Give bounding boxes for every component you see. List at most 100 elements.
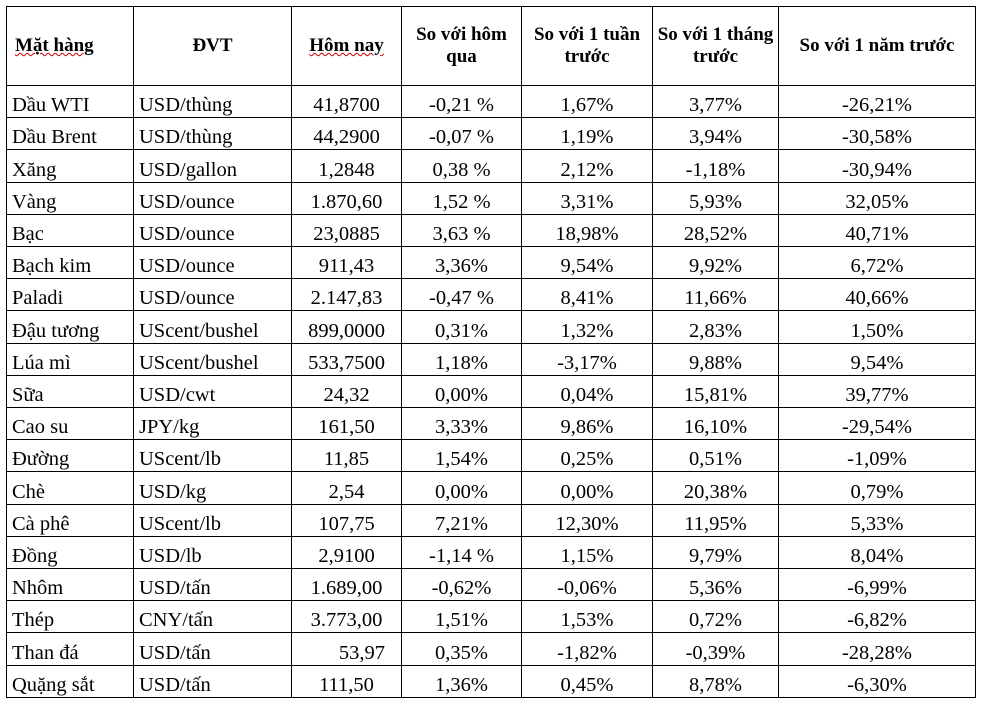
- header-vs-yesterday: So với hôm qua: [401, 6, 522, 86]
- header-vs-1-week: So với 1 tuần trước: [521, 6, 653, 86]
- vs-year-cell: -30,58%: [778, 117, 976, 151]
- table-row: Chè USD/kg 2,54 0,00% 0,00% 20,38% 0,79%: [6, 471, 976, 505]
- vs-month-cell: -1,18%: [652, 149, 779, 183]
- unit-cell: USD/thùng: [133, 84, 292, 119]
- vs-month-cell: 9,88%: [652, 342, 779, 376]
- vs-week-cell: 18,98%: [521, 213, 653, 248]
- vs-week-cell: -3,17%: [521, 342, 653, 376]
- commodity-cell: Vàng: [6, 181, 134, 215]
- vs-month-cell: 3,77%: [652, 84, 779, 119]
- vs-week-cell: 0,45%: [521, 664, 653, 699]
- vs-year-cell: 40,66%: [778, 278, 976, 312]
- unit-cell: USD/kg: [133, 471, 292, 505]
- vs-yesterday-cell: 0,35%: [401, 632, 522, 666]
- vs-year-cell: -28,28%: [778, 632, 976, 666]
- vs-yesterday-cell: 1,54%: [401, 439, 522, 473]
- vs-week-cell: -1,82%: [521, 632, 653, 666]
- unit-cell: USD/ounce: [133, 246, 292, 280]
- vs-yesterday-cell: 1,18%: [401, 342, 522, 376]
- vs-week-cell: 12,30%: [521, 503, 653, 537]
- commodity-cell: Bạc: [6, 213, 134, 248]
- commodity-cell: Đường: [6, 439, 134, 473]
- vs-year-cell: 40,71%: [778, 213, 976, 248]
- vs-yesterday-cell: -0,07 %: [401, 117, 522, 151]
- vs-week-cell: 1,19%: [521, 117, 653, 151]
- vs-yesterday-cell: 7,21%: [401, 503, 522, 537]
- vs-year-cell: -1,09%: [778, 439, 976, 473]
- commodity-cell: Than đá: [6, 632, 134, 666]
- today-cell: 1,2848: [291, 149, 402, 183]
- vs-yesterday-cell: 0,38 %: [401, 149, 522, 183]
- vs-year-cell: 0,79%: [778, 471, 976, 505]
- commodity-cell: Sữa: [6, 374, 134, 409]
- table-row: Lúa mì UScent/bushel 533,7500 1,18% -3,17% 9,…: [6, 342, 976, 376]
- vs-yesterday-cell: 1,52 %: [401, 181, 522, 215]
- table-row: Quặng sắt USD/tấn 111,50 1,36% 0,45% 8,78% -6,…: [6, 664, 976, 699]
- vs-week-cell: 1,67%: [521, 84, 653, 119]
- commodity-cell: Cà phê: [6, 503, 134, 537]
- today-cell: 11,85: [291, 439, 402, 473]
- today-cell: 899,0000: [291, 310, 402, 344]
- vs-week-cell: -0,06%: [521, 568, 653, 602]
- commodity-cell: Dầu WTI: [6, 84, 134, 119]
- vs-month-cell: 28,52%: [652, 213, 779, 248]
- unit-cell: USD/tấn: [133, 664, 292, 699]
- table-row: Đường UScent/lb 11,85 1,54% 0,25% 0,51% -1,09%: [6, 439, 976, 473]
- commodity-cell: Chè: [6, 471, 134, 505]
- today-cell: 533,7500: [291, 342, 402, 376]
- vs-month-cell: 20,38%: [652, 471, 779, 505]
- unit-cell: USD/tấn: [133, 568, 292, 602]
- vs-week-cell: 9,86%: [521, 407, 653, 441]
- vs-week-cell: 1,53%: [521, 600, 653, 634]
- unit-cell: UScent/bushel: [133, 342, 292, 376]
- vs-month-cell: 2,83%: [652, 310, 779, 344]
- commodity-cell: Bạch kim: [6, 246, 134, 280]
- today-cell: 111,50: [291, 664, 402, 699]
- vs-week-cell: 0,04%: [521, 374, 653, 409]
- table-row: Vàng USD/ounce 1.870,60 1,52 % 3,31% 5,93% 32,…: [6, 181, 976, 215]
- today-cell: 44,2900: [291, 117, 402, 151]
- header-today: Hôm nay: [291, 6, 402, 86]
- vs-month-cell: 0,51%: [652, 439, 779, 473]
- table-row: Đồng USD/lb 2,9100 -1,14 % 1,15% 9,79% 8,04%: [6, 535, 976, 570]
- today-cell: 2,9100: [291, 535, 402, 570]
- today-cell: 3.773,00: [291, 600, 402, 634]
- vs-month-cell: 3,94%: [652, 117, 779, 151]
- unit-cell: USD/lb: [133, 535, 292, 570]
- vs-week-cell: 1,15%: [521, 535, 653, 570]
- vs-year-cell: -29,54%: [778, 407, 976, 441]
- vs-year-cell: 9,54%: [778, 342, 976, 376]
- today-cell: 161,50: [291, 407, 402, 441]
- today-cell: 2.147,83: [291, 278, 402, 312]
- commodity-cell: Đồng: [6, 535, 134, 570]
- vs-month-cell: 5,36%: [652, 568, 779, 602]
- unit-cell: UScent/bushel: [133, 310, 292, 344]
- unit-cell: UScent/lb: [133, 503, 292, 537]
- table-row: Thép CNY/tấn 3.773,00 1,51% 1,53% 0,72% -6,82%: [6, 600, 976, 634]
- vs-yesterday-cell: 3,33%: [401, 407, 522, 441]
- vs-year-cell: -30,94%: [778, 149, 976, 183]
- header-vs-1-year: So với 1 năm trước: [778, 6, 976, 86]
- vs-year-cell: 32,05%: [778, 181, 976, 215]
- vs-week-cell: 8,41%: [521, 278, 653, 312]
- vs-year-cell: -6,99%: [778, 568, 976, 602]
- commodity-cell: Xăng: [6, 149, 134, 183]
- vs-yesterday-cell: 1,36%: [401, 664, 522, 699]
- vs-month-cell: 9,92%: [652, 246, 779, 280]
- table-row: Bạch kim USD/ounce 911,43 3,36% 9,54% 9,92% 6,…: [6, 246, 976, 280]
- unit-cell: USD/ounce: [133, 213, 292, 248]
- table-body: Dầu WTI USD/thùng 41,8700 -0,21 % 1,67% 3,77%…: [6, 84, 976, 699]
- vs-month-cell: 9,79%: [652, 535, 779, 570]
- unit-cell: USD/tấn: [133, 632, 292, 666]
- vs-week-cell: 9,54%: [521, 246, 653, 280]
- vs-yesterday-cell: 3,63 %: [401, 213, 522, 248]
- header-commodity: Mặt hàng: [6, 6, 134, 86]
- vs-year-cell: 39,77%: [778, 374, 976, 409]
- commodity-cell: Quặng sắt: [6, 664, 134, 699]
- vs-week-cell: 1,32%: [521, 310, 653, 344]
- table-row: Nhôm USD/tấn 1.689,00 -0,62% -0,06% 5,36% -6,9…: [6, 568, 976, 602]
- vs-yesterday-cell: 3,36%: [401, 246, 522, 280]
- vs-month-cell: 0,72%: [652, 600, 779, 634]
- unit-cell: USD/ounce: [133, 278, 292, 312]
- table-row: Than đá USD/tấn 53,97 0,35% -1,82% -0,39% -28,…: [6, 632, 976, 666]
